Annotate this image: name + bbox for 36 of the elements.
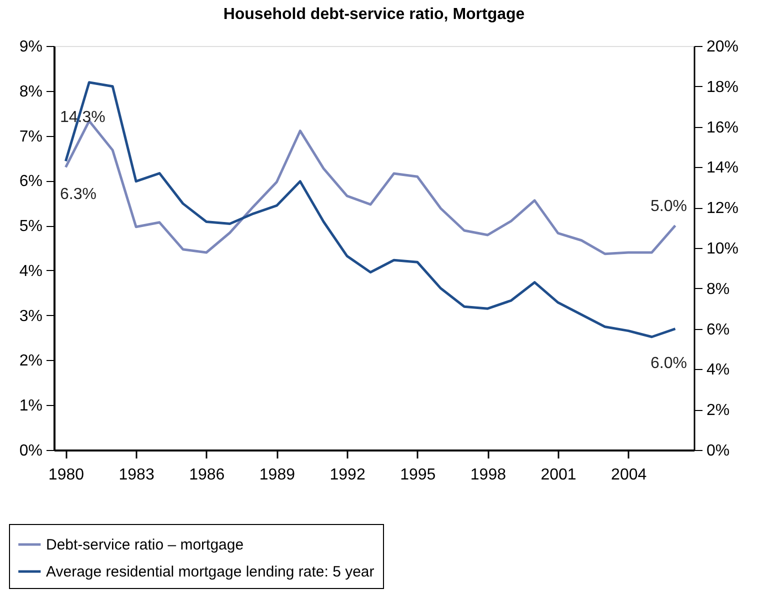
y2-tick-label: 18%: [706, 78, 739, 96]
y-tick-label: 3%: [19, 308, 42, 325]
x-tick-label: 1986: [189, 466, 225, 484]
y-tick-label: 1%: [19, 398, 42, 415]
y2-tick-label: 16%: [706, 119, 739, 136]
x-tick-label: 1995: [400, 466, 436, 484]
y-tick-label: 8%: [19, 83, 42, 100]
y2-tick-label: 10%: [706, 240, 739, 258]
y2-tick-label: 14%: [706, 160, 739, 177]
x-tick-label: 1983: [118, 466, 154, 484]
y-tick-label: 0%: [19, 442, 42, 460]
y2-tick-label: 6%: [706, 321, 730, 338]
y-tick-label: 7%: [19, 128, 42, 146]
y2-tick-label: 8%: [706, 280, 730, 298]
y2-tick-label: 0%: [706, 442, 730, 460]
x-tick-label: 1992: [330, 466, 366, 484]
x-tick-label: 2004: [611, 466, 647, 484]
annotation: 6.3%: [60, 186, 96, 203]
annotation: 5.0%: [650, 198, 687, 215]
y-tick-label: 9%: [19, 38, 42, 56]
y-tick-label: 4%: [19, 262, 42, 280]
x-tick-label: 1989: [259, 466, 296, 484]
x-tick-label: 1980: [48, 466, 84, 484]
legend-label: Debt-service ratio – mortgage: [46, 536, 244, 554]
x-tick-label: 1998: [470, 466, 506, 484]
y-tick-label: 6%: [19, 173, 42, 190]
y2-tick-label: 12%: [706, 200, 739, 218]
annotation: 6.0%: [650, 355, 687, 372]
chart-title: Household debt-service ratio, Mortgage: [223, 6, 525, 23]
x-tick-label: 2001: [540, 466, 576, 484]
y2-tick-label: 4%: [706, 362, 730, 379]
y-tick-label: 2%: [19, 352, 42, 370]
y2-tick-label: 20%: [706, 38, 739, 56]
y-tick-label: 5%: [19, 218, 42, 236]
y2-tick-label: 2%: [706, 402, 730, 420]
legend-label: Average residential mortgage lending rate: 5 year: [46, 564, 374, 580]
